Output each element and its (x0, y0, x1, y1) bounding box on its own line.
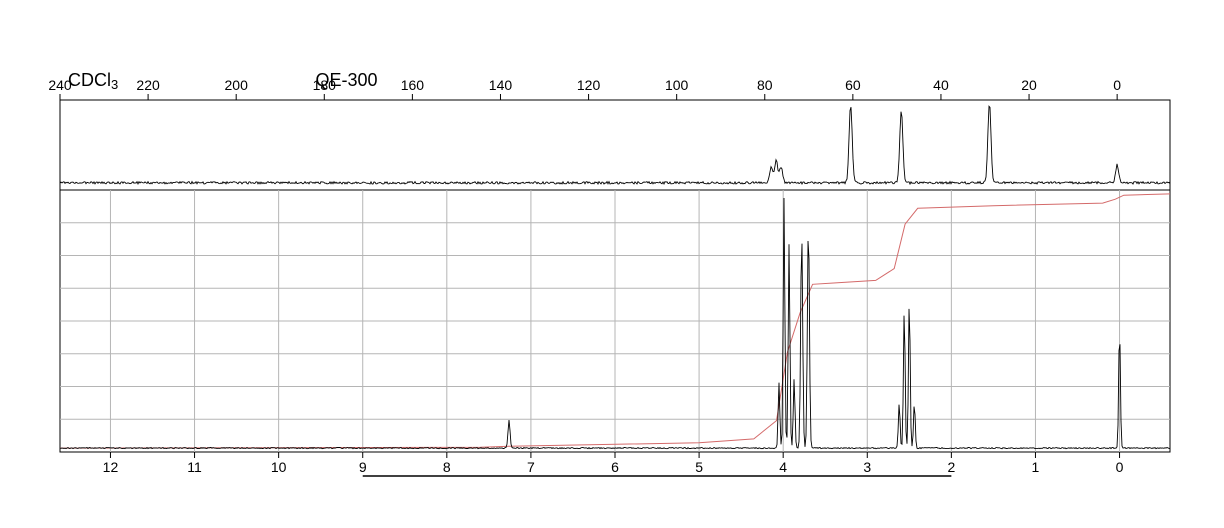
carbon-axis-tick-label: 20 (1021, 77, 1037, 93)
proton-axis-tick-label: 5 (695, 459, 703, 475)
instrument-label: QE-300 (315, 70, 377, 90)
proton-axis-tick-label: 10 (271, 459, 287, 475)
nmr-spectra-figure: 240220200180160140120100806040200CDCl3QE… (0, 0, 1224, 528)
carbon-axis-tick-label: 140 (489, 77, 513, 93)
carbon-axis-tick-label: 40 (933, 77, 949, 93)
carbon-axis-tick-label: 60 (845, 77, 861, 93)
carbon-axis-tick-label: 120 (577, 77, 601, 93)
proton-axis-tick-label: 8 (443, 459, 451, 475)
carbon-axis-tick-label: 220 (136, 77, 160, 93)
carbon-axis-tick-label: 80 (757, 77, 773, 93)
proton-axis-tick-label: 6 (611, 459, 619, 475)
proton-axis-tick-label: 9 (359, 459, 367, 475)
proton-axis-tick-label: 7 (527, 459, 535, 475)
carbon-axis-tick-label: 100 (665, 77, 689, 93)
carbon-axis-tick-label: 160 (401, 77, 425, 93)
proton-axis-tick-label: 3 (863, 459, 871, 475)
proton-spectrum-panel: 1211109876543210 (60, 190, 1170, 476)
carbon-spectrum-panel: 240220200180160140120100806040200CDCl3QE… (48, 70, 1170, 190)
carbon-axis-tick-label: 200 (225, 77, 249, 93)
proton-axis-tick-label: 12 (103, 459, 119, 475)
proton-axis-tick-label: 2 (947, 459, 955, 475)
proton-axis-tick-label: 4 (779, 459, 787, 475)
proton-axis-tick-label: 0 (1116, 459, 1124, 475)
carbon-axis-tick-label: 0 (1113, 77, 1121, 93)
carbon-spectrum-trace (60, 106, 1170, 184)
proton-axis-tick-label: 1 (1032, 459, 1040, 475)
solvent-label: CDCl3 (68, 70, 118, 92)
proton-axis-tick-label: 11 (187, 459, 202, 475)
